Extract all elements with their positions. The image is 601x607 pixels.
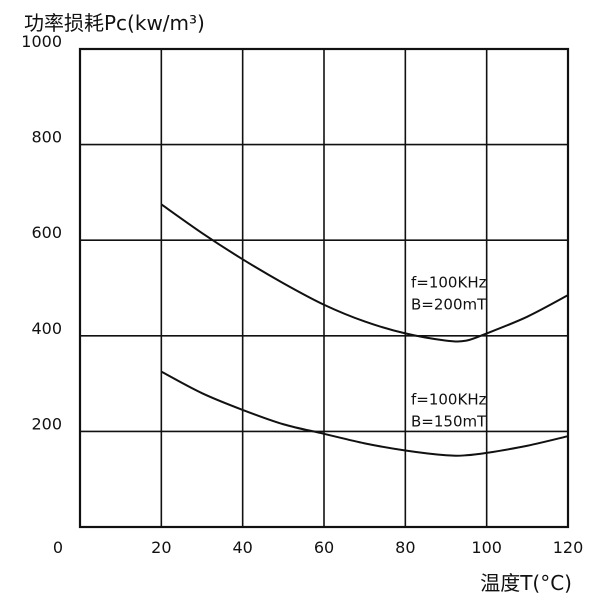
y-tick-label: 600 [31, 223, 62, 242]
tick-labels: 0 20 40 60 80 100 120 200 400 600 800 1000 [21, 32, 583, 557]
series-line-2 [160, 370, 569, 457]
y-tick-label: 400 [31, 319, 62, 338]
series-annotation: f=100KHz [411, 391, 487, 409]
series-group [160, 203, 569, 457]
x-tick-label: 80 [395, 538, 415, 557]
x-tick-label: 20 [151, 538, 171, 557]
series-annotation: B=200mT [411, 295, 487, 313]
x-tick-label: 40 [232, 538, 252, 557]
series-annotation: f=100KHz [411, 273, 487, 291]
series-labels: f=100KHz B=200mT f=100KHz B=150mT [411, 273, 487, 430]
x-tick-label: 120 [553, 538, 584, 557]
y-tick-label: 1000 [21, 32, 62, 51]
y-tick-label: 800 [31, 128, 62, 147]
y-axis-title: 功率损耗Pc(kw/m³) [24, 11, 205, 35]
series-annotation: B=150mT [411, 413, 487, 431]
grid [80, 49, 568, 527]
x-axis-title: 温度T(°C) [480, 571, 572, 595]
x-tick-label: 0 [53, 538, 63, 557]
x-tick-label: 60 [314, 538, 334, 557]
x-tick-label: 100 [471, 538, 502, 557]
series-line-1 [160, 203, 569, 343]
plot-frame [78, 47, 570, 529]
y-tick-label: 200 [31, 414, 62, 433]
